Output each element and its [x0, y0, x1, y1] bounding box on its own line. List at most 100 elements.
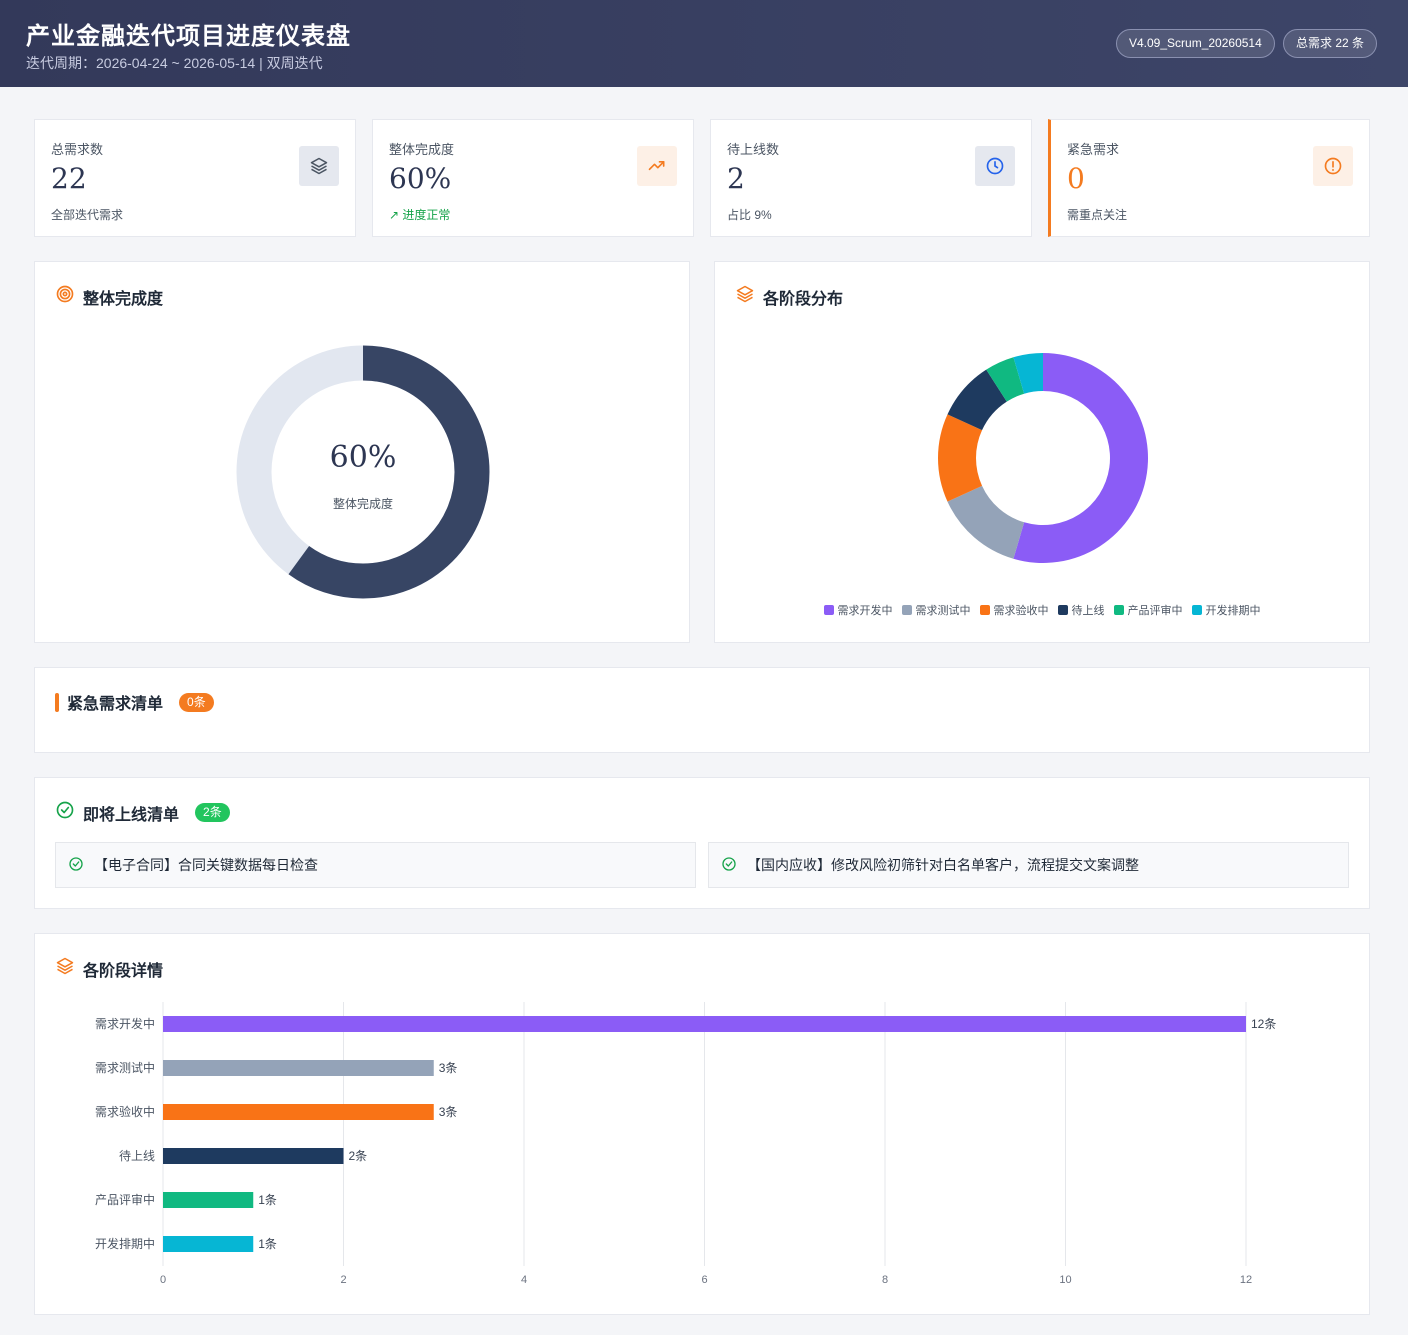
- bar-value-label: 2条: [349, 1149, 368, 1163]
- x-tick-label: 10: [1059, 1274, 1071, 1286]
- bar-value-label: 12条: [1251, 1017, 1276, 1031]
- legend-item[interactable]: 产品评审中: [1113, 602, 1183, 618]
- x-tick-label: 8: [882, 1274, 888, 1286]
- launch-item[interactable]: 【国内应收】修改风险初筛针对白名单客户，流程提交文案调整: [708, 842, 1349, 888]
- version-pill: V4.09_Scrum_20260514: [1116, 29, 1275, 58]
- bar[interactable]: [163, 1060, 434, 1076]
- stat-note-text: 进度正常: [402, 208, 451, 222]
- completion-ring: [236, 345, 490, 599]
- legend-swatch: [1113, 605, 1124, 615]
- legend-label: 产品评审中: [1127, 605, 1183, 617]
- stat-card-urgent: 紧急需求 0 需重点关注: [1048, 119, 1370, 237]
- legend-label: 待上线: [1071, 605, 1105, 617]
- stat-label: 待上线数: [727, 142, 780, 157]
- panel-title: 即将上线清单 2条: [55, 800, 230, 825]
- donut-slice[interactable]: [938, 414, 983, 502]
- legend-swatch: [1191, 605, 1202, 615]
- ring-center-label: 整体完成度: [332, 497, 393, 511]
- total-demand-pill: 总需求 22 条: [1283, 29, 1378, 58]
- iteration-period: 迭代周期：2026-04-24 ~ 2026-05-14 | 双周迭代: [26, 55, 323, 71]
- clock-icon: [975, 146, 1015, 186]
- y-category-label: 产品评审中: [95, 1192, 155, 1207]
- dashboard-header: 产业金融迭代项目进度仪表盘 迭代周期：2026-04-24 ~ 2026-05-…: [0, 0, 1408, 87]
- distribution-donut: [938, 353, 1148, 563]
- panel-title: 紧急需求清单 0条: [55, 690, 214, 714]
- bar-value-label: 1条: [258, 1193, 277, 1207]
- x-tick-label: 6: [701, 1274, 707, 1286]
- stat-label: 紧急需求: [1067, 142, 1120, 157]
- stat-note: 占比 9%: [727, 208, 772, 222]
- legend-swatch: [901, 605, 912, 615]
- legend-item[interactable]: 需求验收中: [979, 602, 1049, 618]
- panel-title-text: 各阶段分布: [763, 290, 844, 308]
- alert-icon: [1313, 146, 1353, 186]
- launch-item[interactable]: 【电子合同】合同关键数据每日检查: [55, 842, 696, 888]
- panel-title-text: 紧急需求清单: [67, 696, 164, 713]
- stat-card-pending: 待上线数 2 占比 9%: [710, 119, 1032, 237]
- legend-swatch: [1057, 605, 1068, 615]
- stat-value: 22: [51, 162, 87, 195]
- bar[interactable]: [163, 1016, 1246, 1032]
- x-tick-label: 2: [340, 1274, 346, 1286]
- donut-slice[interactable]: [947, 369, 1007, 431]
- stat-label: 整体完成度: [389, 142, 455, 157]
- stat-value: 2: [727, 162, 745, 195]
- arrow-up-right-icon: ↗: [389, 208, 400, 222]
- legend-item[interactable]: 待上线: [1057, 602, 1105, 618]
- panel-title-text: 各阶段详情: [83, 962, 164, 980]
- stat-value: 60%: [389, 162, 452, 195]
- bar-value-label: 3条: [439, 1105, 458, 1119]
- x-tick-label: 12: [1240, 1274, 1252, 1286]
- y-category-label: 需求开发中: [95, 1016, 155, 1031]
- target-icon: [55, 284, 75, 309]
- launch-count-badge: 2条: [195, 803, 230, 822]
- legend-item[interactable]: 需求测试中: [901, 602, 971, 618]
- launch-item-text: 【国内应收】修改风险初筛针对白名单客户，流程提交文案调整: [747, 857, 1139, 873]
- y-category-label: 需求验收中: [95, 1104, 155, 1119]
- legend-label: 开发排期中: [1205, 605, 1261, 617]
- legend-label: 需求测试中: [915, 605, 971, 617]
- urgent-count-badge: 0条: [179, 692, 214, 712]
- legend-swatch: [823, 605, 834, 615]
- legend-swatch: [979, 605, 990, 615]
- distribution-legend: 需求开发中 需求测试中 需求验收中 待上线 产品评审中 开发排期中: [715, 602, 1369, 618]
- stat-note: 需重点关注: [1067, 208, 1128, 222]
- y-category-label: 开发排期中: [95, 1236, 155, 1251]
- panel-title: 各阶段详情: [55, 956, 163, 981]
- stat-card-total: 总需求数 22 全部迭代需求: [34, 119, 356, 237]
- launch-item-text: 【电子合同】合同关键数据每日检查: [94, 857, 318, 873]
- panel-title: 各阶段分布: [735, 284, 843, 309]
- legend-item[interactable]: 开发排期中: [1191, 602, 1261, 618]
- bar-value-label: 3条: [439, 1061, 458, 1075]
- layers-icon: [735, 284, 755, 309]
- ring-fill: [236, 345, 490, 599]
- bar[interactable]: [163, 1148, 344, 1164]
- check-circle-icon: [68, 856, 84, 875]
- ring-center-value: 60%: [329, 440, 397, 475]
- stat-label: 总需求数: [51, 142, 104, 157]
- bar[interactable]: [163, 1236, 254, 1252]
- check-circle-icon: [55, 800, 75, 825]
- stat-note: 全部迭代需求: [51, 208, 124, 222]
- panel-title: 整体完成度: [55, 284, 163, 309]
- page-title: 产业金融迭代项目进度仪表盘: [26, 23, 351, 50]
- trend-up-icon: [637, 146, 677, 186]
- legend-item[interactable]: 需求开发中: [823, 602, 893, 618]
- donut-slice[interactable]: [947, 485, 1025, 559]
- completion-panel: 整体完成度 60% 整体完成度: [34, 261, 690, 643]
- bar[interactable]: [163, 1104, 434, 1120]
- launch-list-panel: 即将上线清单 2条 【电子合同】合同关键数据每日检查 【国内应收】修改风险初筛针…: [34, 777, 1370, 909]
- x-tick-label: 4: [521, 1274, 527, 1286]
- donut-slice[interactable]: [986, 357, 1025, 402]
- stat-card-completion: 整体完成度 60% ↗ 进度正常: [372, 119, 694, 237]
- donut-slice[interactable]: [1013, 353, 1043, 394]
- panel-title-text: 即将上线清单: [83, 806, 180, 824]
- layers-icon: [55, 956, 75, 981]
- check-circle-icon: [721, 856, 737, 875]
- stat-note: ↗ 进度正常: [389, 206, 450, 223]
- bar[interactable]: [163, 1192, 254, 1208]
- urgent-list-panel: 紧急需求清单 0条: [34, 667, 1370, 753]
- stat-value: 0: [1067, 162, 1085, 195]
- donut-slice[interactable]: [1013, 353, 1148, 563]
- legend-label: 需求验收中: [993, 605, 1049, 617]
